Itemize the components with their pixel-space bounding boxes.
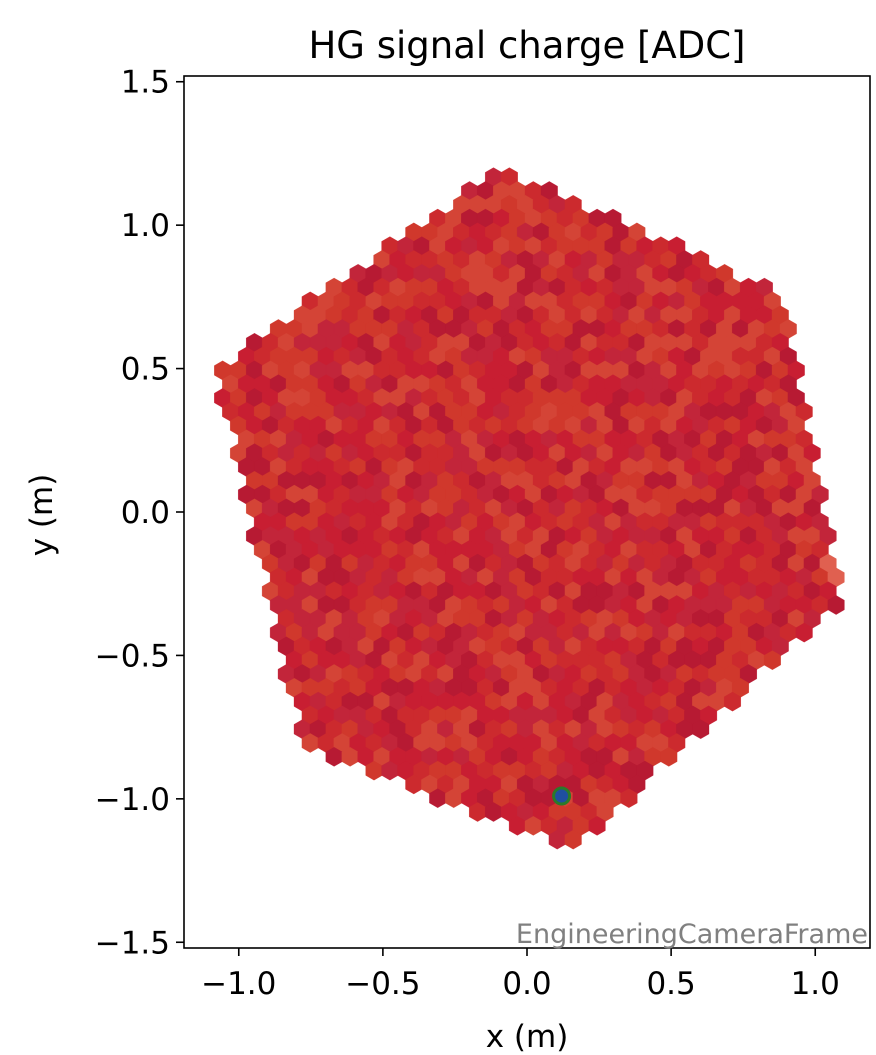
x-axis: −1.0 −0.5 0.0 0.5 1.0 (201, 948, 840, 1002)
y-tick-label: 1.5 (121, 65, 170, 101)
camera-pixel (660, 747, 678, 767)
x-tick-label: 0.5 (646, 966, 695, 1002)
frame-label: EngineeringCameraFrame (516, 919, 868, 950)
x-tick-label: −0.5 (345, 966, 420, 1002)
plot-area (183, 75, 871, 949)
camera-pixel (827, 595, 845, 615)
x-tick-label: 1.0 (791, 966, 840, 1002)
x-axis-label: x (m) (486, 1019, 569, 1055)
y-axis: 1.5 1.0 0.5 0.0 −0.5 −1.0 −1.5 (95, 65, 184, 961)
y-tick-label: 0.0 (121, 495, 170, 531)
chart-title: HG signal charge [ADC] (308, 24, 745, 67)
highlighted-pixel-group (552, 786, 572, 806)
camera-pixel (795, 622, 813, 643)
y-tick-label: 1.0 (121, 208, 170, 244)
camera-pixel (588, 816, 606, 836)
x-tick-label: 0.0 (502, 966, 551, 1002)
camera-pixel (763, 650, 781, 670)
camera-pixel (620, 788, 638, 808)
y-tick-label: −0.5 (95, 638, 170, 674)
camera-pixel (724, 691, 741, 712)
highlighted-pixel-marker (552, 786, 572, 806)
camera-pixel (564, 829, 582, 850)
x-tick-label: −1.0 (201, 966, 276, 1002)
camera-pixel (692, 719, 710, 739)
y-tick-label: 0.5 (121, 352, 170, 388)
camera-pixels (214, 167, 845, 850)
y-tick-label: −1.5 (95, 925, 170, 961)
y-tick-label: −1.0 (95, 782, 170, 818)
y-axis-label: y (m) (24, 474, 60, 557)
